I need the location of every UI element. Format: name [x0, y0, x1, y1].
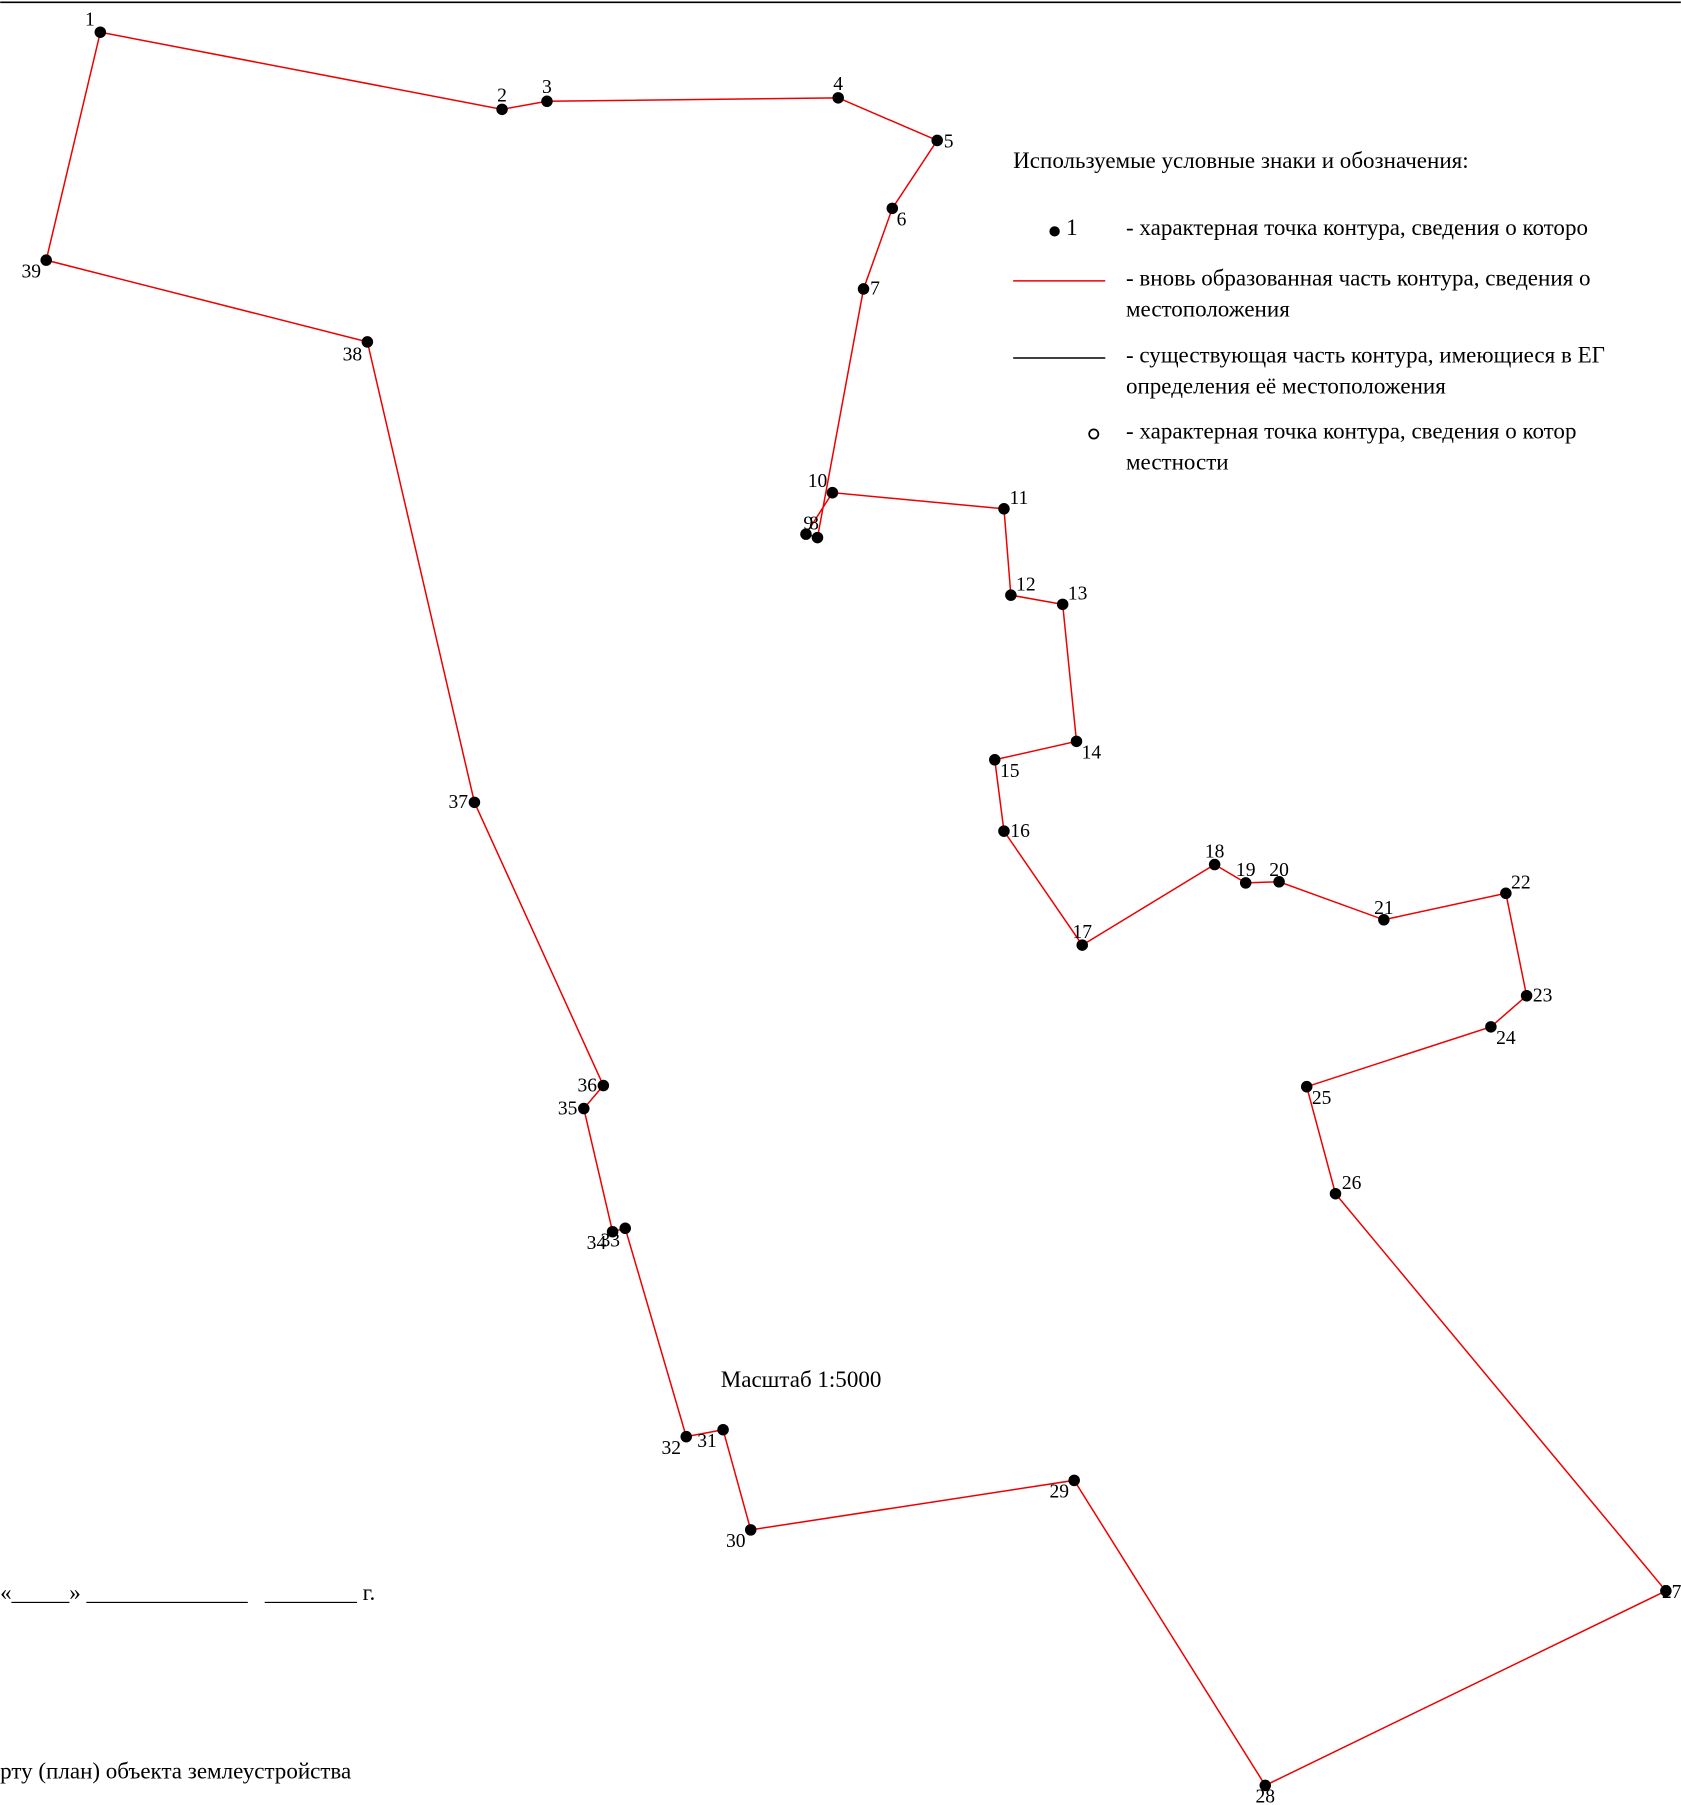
point-label: 6 [897, 210, 907, 231]
point-label: 19 [1236, 860, 1256, 881]
point-label: 20 [1269, 860, 1289, 881]
legend-circle [1088, 428, 1100, 440]
legend-title: Используемые условные знаки и обозначени… [1013, 147, 1468, 173]
point-label: 4 [833, 74, 843, 95]
legend-text: местоположения [1126, 296, 1290, 322]
contour [45, 31, 1668, 1787]
legend-text: - характерная точка контура, сведения о … [1126, 214, 1588, 240]
boundary-point [496, 103, 508, 116]
legend-text: местности [1126, 449, 1229, 475]
point-label: 39 [21, 261, 41, 282]
boundary-point [1500, 887, 1512, 900]
legend-dot [1049, 226, 1060, 237]
legend-text: определения её местоположения [1126, 373, 1446, 399]
point-label: 25 [1312, 1088, 1332, 1109]
boundary-point [578, 1102, 590, 1115]
boundary-point [1660, 1585, 1672, 1597]
point-label: 5 [944, 131, 954, 152]
boundary-point [680, 1430, 693, 1443]
point-label: 32 [662, 1438, 682, 1459]
point-label: 10 [808, 471, 828, 492]
point-label: 28 [1256, 1787, 1276, 1805]
boundary-point [931, 134, 943, 147]
boundary-point [606, 1225, 619, 1238]
point-label: 30 [726, 1531, 746, 1552]
boundary-point [94, 26, 107, 38]
boundary-point [1005, 589, 1017, 601]
legend-symbol: 1 [1066, 214, 1078, 240]
point-label: 26 [1342, 1173, 1362, 1194]
boundary-point [998, 503, 1010, 515]
point-label: 14 [1082, 743, 1102, 764]
boundary-point [826, 486, 839, 499]
point-label: 24 [1496, 1028, 1516, 1049]
boundary-point [597, 1079, 610, 1092]
footer: рту (план) объекта землеустройства [0, 1758, 351, 1784]
boundary-point [1239, 877, 1252, 889]
boundary-point [998, 825, 1010, 837]
point-label: 38 [343, 344, 363, 365]
boundary-point [1076, 939, 1088, 951]
boundary-point [857, 283, 870, 295]
boundary-point [619, 1222, 631, 1235]
point-label: 36 [577, 1075, 597, 1096]
point-label: 11 [1010, 488, 1029, 509]
boundary-point [1056, 598, 1069, 611]
point-label: 23 [1533, 985, 1553, 1006]
date-line: «_____» ______________ ________ г. [0, 1579, 375, 1605]
boundary-point [1329, 1187, 1342, 1200]
point-label: 31 [697, 1431, 717, 1452]
point-label: 9 [803, 514, 813, 535]
boundary-point [717, 1423, 729, 1436]
boundary-point [800, 528, 812, 540]
point-label: 27 [1662, 1582, 1681, 1603]
point-label: 7 [870, 279, 880, 300]
boundary-point [361, 336, 374, 348]
point-label: 18 [1205, 842, 1225, 863]
point-label: 22 [1511, 873, 1531, 894]
point-label: 2 [497, 85, 507, 106]
boundary-point [1070, 735, 1083, 748]
point-label: 35 [558, 1098, 578, 1119]
point-label: 29 [1049, 1482, 1069, 1503]
point-label: 12 [1016, 575, 1036, 596]
point-label: 13 [1068, 584, 1088, 605]
boundary-point [1300, 1080, 1313, 1093]
boundary-point [468, 796, 481, 809]
boundary-point [744, 1524, 757, 1536]
boundary-point [886, 202, 899, 215]
point-label: 34 [587, 1233, 607, 1254]
boundary-point [811, 531, 824, 544]
boundary-point [1378, 914, 1390, 926]
boundary-point [1520, 989, 1533, 1002]
point-label: 16 [1010, 821, 1030, 842]
boundary-point [1068, 1474, 1080, 1487]
point-label: 37 [449, 792, 469, 813]
boundary-point [1208, 858, 1221, 871]
boundary-point [832, 92, 844, 104]
point-label: 17 [1072, 922, 1092, 943]
point-label: 8 [809, 514, 819, 535]
scale: Масштаб 1:5000 [721, 1366, 882, 1392]
point-label: 1 [85, 9, 95, 30]
boundary-point [541, 95, 553, 108]
point-label: 15 [1000, 761, 1020, 782]
point-label: 3 [542, 77, 552, 98]
legend-text: - существующая часть контура, имеющиеся … [1126, 342, 1605, 368]
boundary-point [1485, 1021, 1497, 1033]
legend-text: - вновь образованная часть контура, свед… [1126, 264, 1591, 290]
point-label: 21 [1374, 898, 1394, 919]
legend: Используемые условные знаки и обозначени… [1013, 147, 1605, 475]
boundary-point [988, 754, 1001, 766]
boundary-point [40, 254, 52, 266]
legend-text: - характерная точка контура, сведения о … [1126, 418, 1576, 444]
boundary-point [1259, 1779, 1272, 1792]
boundary-point [1273, 876, 1285, 888]
